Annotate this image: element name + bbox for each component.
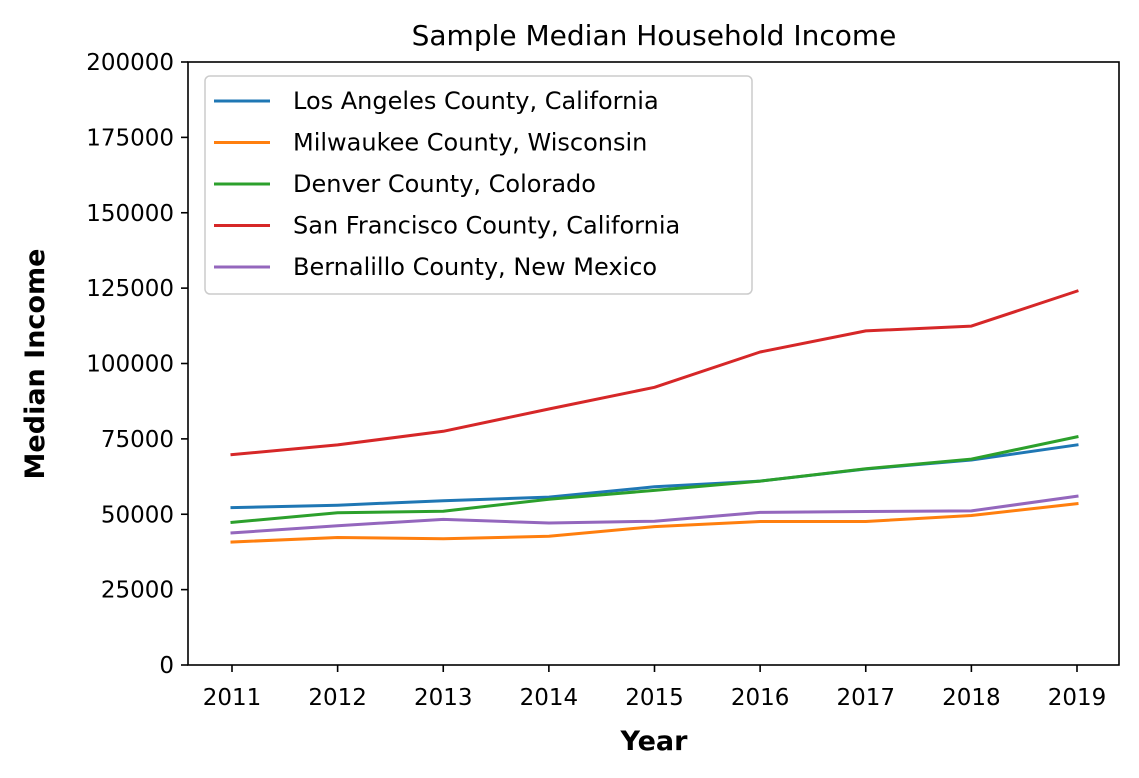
chart-title: Sample Median Household Income	[412, 19, 897, 52]
legend-label-0: Los Angeles County, California	[293, 87, 659, 115]
series-line-2	[230, 435, 1079, 525]
x-tick-label: 2018	[942, 685, 1001, 711]
y-tick-label: 100000	[86, 352, 174, 378]
legend-label-4: Bernalillo County, New Mexico	[293, 253, 657, 281]
y-tick-label: 125000	[86, 276, 174, 302]
legend-label-1: Milwaukee County, Wisconsin	[293, 129, 647, 157]
x-tick-label: 2013	[414, 685, 473, 711]
legend-box	[204, 75, 753, 295]
series-line-3	[230, 289, 1079, 457]
y-tick-label: 75000	[101, 427, 174, 453]
x-tick-label: 2014	[520, 685, 579, 711]
series-line-4	[230, 494, 1079, 535]
x-tick-label: 2011	[203, 685, 262, 711]
x-axis-label: Year	[620, 726, 689, 757]
series-line-1	[230, 502, 1079, 544]
legend: Los Angeles County, California Milwaukee …	[204, 75, 753, 295]
x-tick-label: 2017	[836, 685, 895, 711]
y-tick-label: 175000	[86, 125, 174, 151]
y-tick-label: 50000	[101, 502, 174, 528]
legend-label-2: Denver County, Colorado	[293, 170, 596, 198]
x-tick-label: 2015	[625, 685, 684, 711]
y-tick-label: 150000	[86, 201, 174, 227]
series-line-0	[230, 443, 1079, 510]
y-tick-label: 200000	[86, 50, 174, 76]
x-tick-label: 2012	[308, 685, 367, 711]
legend-label-3: San Francisco County, California	[293, 212, 680, 240]
y-tick-label: 25000	[101, 578, 174, 604]
y-tick-label: 0	[159, 653, 174, 679]
x-tick-label: 2016	[731, 685, 790, 711]
y-axis-label: Median Income	[20, 249, 51, 480]
plot-area: 2011 2012 2013 2014 2015 2016 2017 2018 2019 0 250…	[86, 50, 1120, 711]
x-tick-label: 2019	[1048, 685, 1107, 711]
